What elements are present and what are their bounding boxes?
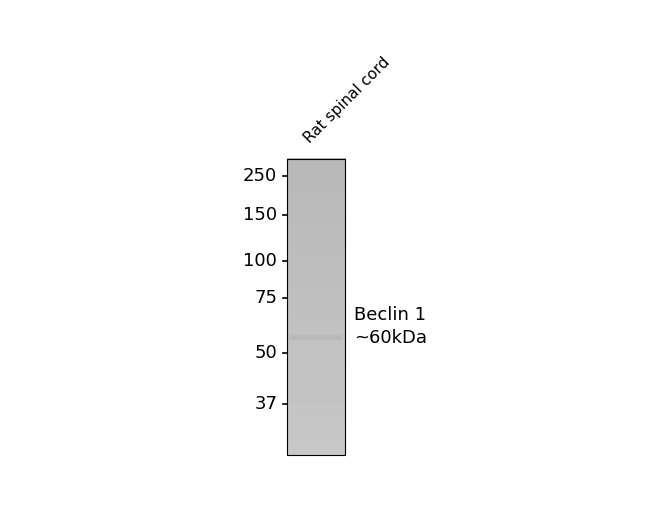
Text: 75: 75 <box>254 289 278 307</box>
Text: 100: 100 <box>244 252 278 270</box>
Text: 250: 250 <box>243 167 278 185</box>
Text: 150: 150 <box>243 206 278 224</box>
Text: Rat spinal cord: Rat spinal cord <box>302 54 393 146</box>
Bar <box>287 159 344 455</box>
Text: 37: 37 <box>254 395 278 412</box>
Text: Beclin 1: Beclin 1 <box>354 306 426 324</box>
Text: ~60kDa: ~60kDa <box>354 329 427 347</box>
Text: 50: 50 <box>255 344 278 362</box>
